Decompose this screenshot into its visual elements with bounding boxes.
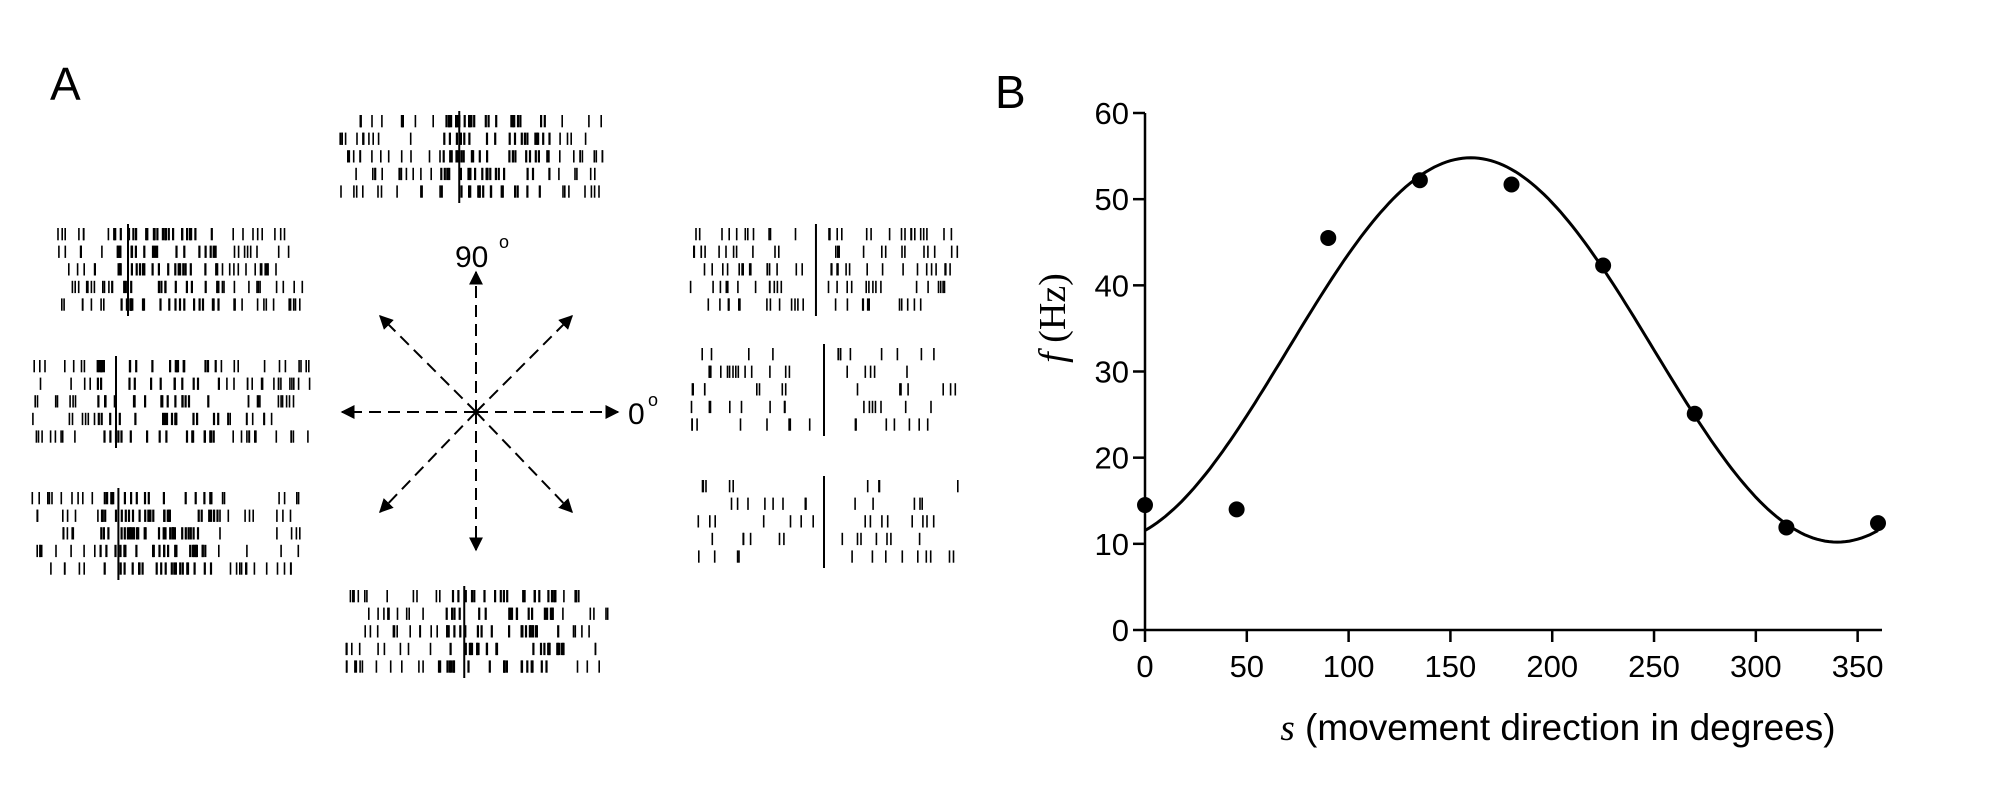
x-axis-title-text: (movement direction in degrees) [1295,707,1836,748]
spike-raster [697,476,959,568]
y-tick-label: 30 [1095,355,1129,390]
y-tick-label: 0 [1112,613,1129,648]
data-point [1320,229,1337,246]
x-tick-label: 250 [1628,649,1680,684]
y-axis-title-text: (Hz) [1032,273,1074,352]
zero-degree-mark: o [648,390,658,410]
spike-raster [339,111,604,203]
spike-raster [689,224,959,316]
direction-arrow [475,315,573,413]
x-tick-label: 150 [1425,649,1477,684]
ninety-degree-label: 90 [455,241,488,274]
x-tick-label: 0 [1136,649,1153,684]
data-point [1228,501,1245,518]
y-axis-ticks: 0 10 20 30 40 50 60 [1095,96,1145,648]
spike-raster [32,356,311,448]
x-tick-label: 200 [1526,649,1578,684]
x-tick-label: 50 [1230,649,1264,684]
zero-degree-label: 0 [628,398,645,431]
cosine-fit-curve [1144,156,1879,544]
spike-rasters [31,111,959,678]
data-point [1503,176,1520,193]
data-point [1411,172,1428,189]
raster-panel: 90 o 0 o [31,111,959,678]
data-point [1778,519,1795,536]
y-tick-label: 50 [1095,182,1129,217]
direction-arrow [379,411,477,514]
data-point [1686,405,1703,422]
x-axis-ticks: 0 50 100 150 200 250 300 350 [1136,630,1884,684]
spike-raster [31,488,301,580]
panel-b-label: B [995,66,1026,118]
tuning-curve-chart: 0 10 20 30 40 50 60 0 50 100 150 200 250 300 350 s (m… [1032,96,1886,749]
y-tick-label: 20 [1095,441,1129,476]
y-axis-title: f (Hz) [1032,273,1074,363]
data-point [1870,515,1886,532]
data-points [1137,172,1886,536]
x-axis-variable: s [1280,708,1294,749]
y-tick-label: 40 [1095,268,1129,303]
direction-arrows [340,270,620,552]
data-point [1595,257,1612,274]
ninety-degree-mark: o [499,232,509,252]
panel-a-label: A [50,58,81,110]
spike-raster [690,344,957,436]
data-point [1137,497,1153,514]
x-tick-label: 300 [1730,649,1782,684]
spike-raster [345,586,609,678]
direction-arrow [379,315,477,413]
x-tick-label: 100 [1323,649,1375,684]
y-tick-label: 10 [1095,527,1129,562]
direction-arrow [475,411,573,514]
x-axis-title: s (movement direction in degrees) [1280,707,1835,749]
spike-raster [57,224,304,316]
x-tick-label: 350 [1832,649,1884,684]
y-tick-label: 60 [1095,96,1129,131]
